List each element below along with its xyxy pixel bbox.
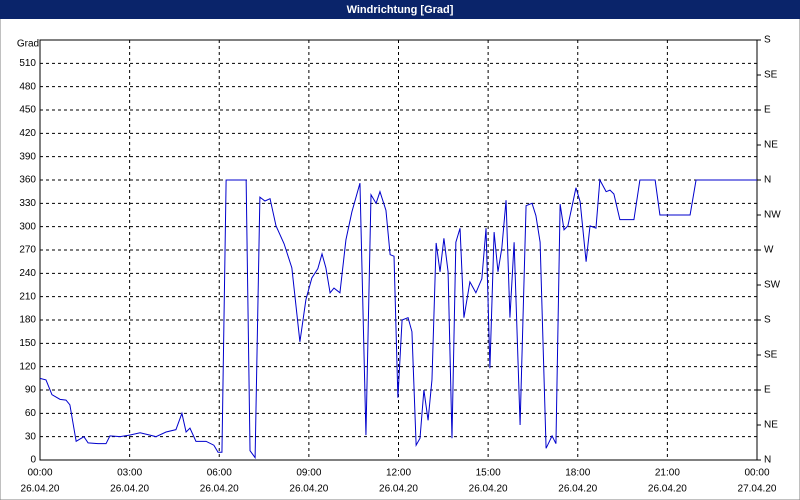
x-tick-date: 26.04.20 [379, 484, 418, 495]
x-tick-date: 26.04.20 [648, 484, 687, 495]
y-tick-label: 360 [19, 175, 36, 186]
y-tick-label: 150 [19, 338, 36, 349]
plot-frame [39, 39, 758, 461]
y2-tick-label: SE [764, 70, 778, 81]
y2-tick-label: NE [764, 140, 778, 151]
y-tick-label: 480 [19, 81, 36, 92]
x-tick-label: 15:00 [476, 468, 501, 479]
x-tick-date: 26.04.20 [110, 484, 149, 495]
x-tick-label: 21:00 [655, 468, 680, 479]
y-tick-label: 270 [19, 245, 36, 256]
x-tick-date: 26.04.20 [21, 484, 60, 495]
x-tick-label: 12:00 [386, 468, 411, 479]
x-tick-date: 27.04.20 [738, 484, 777, 495]
x-tick-label: 00:00 [744, 468, 769, 479]
y-tick-label: 180 [19, 315, 36, 326]
y2-tick-label: S [764, 35, 771, 46]
x-tick-label: 09:00 [296, 468, 321, 479]
x-tick-label: 18:00 [565, 468, 590, 479]
y-tick-label: 510 [19, 58, 36, 69]
y2-tick-label: NE [764, 420, 778, 431]
y-tick-label: 450 [19, 105, 36, 116]
data-line [39, 178, 757, 460]
y-tick-label: 30 [25, 431, 37, 442]
x-tick-date: 26.04.20 [200, 484, 239, 495]
title-bar [0, 0, 800, 19]
x-tick-label: 03:00 [117, 468, 142, 479]
y-tick-label: 240 [19, 268, 36, 279]
x-tick-date: 26.04.20 [469, 484, 508, 495]
y-tick-label: 330 [19, 198, 36, 209]
y-tick-label: 120 [19, 361, 36, 372]
y2-tick-label: W [764, 245, 774, 256]
y2-tick-label: NW [764, 210, 781, 221]
y2-tick-label: N [764, 175, 771, 186]
x-tick-date: 26.04.20 [558, 484, 597, 495]
y-tick-label: 0 [30, 455, 36, 466]
x-tick-label: 00:00 [27, 468, 52, 479]
x-tick-date: 26.04.20 [289, 484, 328, 495]
y-tick-label: 90 [25, 385, 37, 396]
y2-tick-label: E [764, 385, 771, 396]
y-axis-label: Grad [17, 39, 39, 50]
y2-tick-label: SW [764, 280, 781, 291]
y2-tick-label: N [764, 455, 771, 466]
y-tick-label: 300 [19, 221, 36, 232]
x-tick-label: 06:00 [207, 468, 232, 479]
y2-tick-label: S [764, 315, 771, 326]
y-tick-label: 60 [25, 408, 37, 419]
y2-tick-label: SE [764, 350, 778, 361]
y2-tick-label: E [764, 105, 771, 116]
y-tick-label: 420 [19, 128, 36, 139]
chart-title: Windrichtung [Grad] [347, 4, 454, 16]
y-tick-label: 210 [19, 291, 36, 302]
y-tick-label: 390 [19, 151, 36, 162]
